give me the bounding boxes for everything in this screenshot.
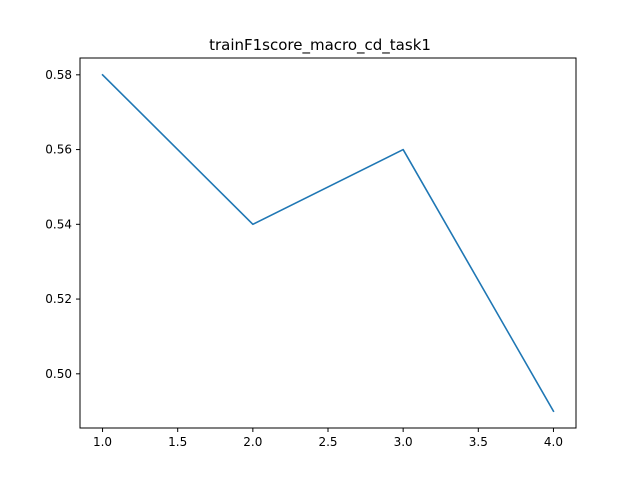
chart-title: trainF1score_macro_cd_task1 xyxy=(209,36,431,55)
x-tick-label: 2.0 xyxy=(243,435,262,449)
y-tick-label: 0.54 xyxy=(45,217,72,231)
x-axis: 1.0 1.5 2.0 2.5 3.0 3.5 4.0 xyxy=(93,428,563,449)
x-tick-label: 1.0 xyxy=(93,435,112,449)
x-tick-label: 2.5 xyxy=(318,435,337,449)
y-tick-label: 0.58 xyxy=(45,68,72,82)
series-layer xyxy=(101,73,555,413)
y-tick-label: 0.50 xyxy=(45,367,72,381)
x-tick-label: 3.5 xyxy=(469,435,488,449)
y-tick-label: 0.56 xyxy=(45,143,72,157)
x-tick-label: 1.5 xyxy=(168,435,187,449)
y-tick-label: 0.52 xyxy=(45,292,72,306)
plot-area xyxy=(79,57,577,429)
axes-frame xyxy=(79,57,577,429)
y-axis: 0.50 0.52 0.54 0.56 0.58 xyxy=(45,68,80,381)
series-line xyxy=(101,73,555,413)
x-tick-label: 4.0 xyxy=(544,435,563,449)
x-tick-label: 3.0 xyxy=(394,435,413,449)
